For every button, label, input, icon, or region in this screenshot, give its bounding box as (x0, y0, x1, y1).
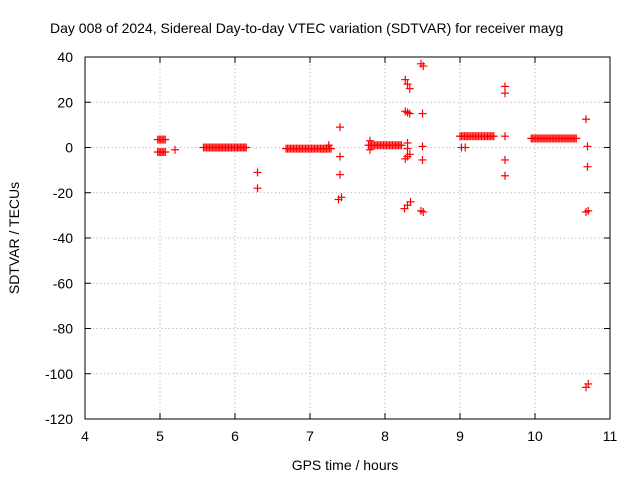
y-tick-labels: -120 -100 -80 -60 -40 -20 0 20 40 (45, 49, 73, 427)
x-tick-label: 5 (156, 428, 164, 444)
data-point (583, 142, 592, 151)
data-point (403, 144, 412, 153)
y-tick-label: 40 (57, 49, 73, 65)
x-tick-label: 11 (603, 428, 618, 444)
x-tick-label: 4 (81, 428, 89, 444)
y-tick-label: -100 (45, 366, 73, 382)
data-point (336, 152, 344, 161)
data-point (366, 136, 374, 145)
data-point (501, 89, 509, 98)
data-point (161, 135, 170, 144)
chart-title: Day 008 of 2024, Sidereal Day-to-day VTE… (50, 20, 563, 36)
data-point (324, 141, 333, 150)
y-tick-label: -40 (53, 230, 73, 246)
y-tick-label: -120 (45, 411, 73, 427)
data-point (171, 145, 179, 154)
data-point (501, 132, 509, 141)
data-point (336, 123, 344, 132)
data-point (418, 109, 427, 118)
axis-ticks (84, 56, 611, 420)
data-point (337, 193, 346, 202)
data-points (153, 59, 593, 392)
y-tick-label: 0 (65, 140, 73, 156)
data-point (161, 148, 170, 157)
y-tick-label: 20 (57, 94, 73, 110)
data-point (418, 142, 427, 151)
x-tick-label: 8 (381, 428, 389, 444)
data-point (489, 132, 498, 141)
x-tick-labels: 4 5 6 7 8 9 10 11 (81, 428, 617, 444)
data-point (501, 155, 509, 164)
data-point (583, 162, 592, 171)
data-point (418, 155, 427, 164)
data-point (584, 206, 593, 215)
data-point (242, 143, 251, 152)
y-tick-label: -80 (53, 321, 73, 337)
data-point (501, 171, 509, 180)
data-point (572, 134, 581, 143)
data-point (405, 109, 414, 118)
data-point (253, 184, 262, 193)
y-tick-label: -60 (53, 275, 73, 291)
x-axis-label: GPS time / hours (292, 457, 399, 473)
data-point (401, 75, 410, 84)
grid-lines (85, 57, 610, 419)
y-tick-label: -20 (53, 185, 73, 201)
data-point (405, 84, 414, 93)
data-point (582, 115, 590, 124)
data-point (253, 168, 262, 177)
data-point (336, 170, 344, 179)
data-point (397, 141, 406, 150)
data-point (403, 80, 412, 89)
x-tick-label: 7 (306, 428, 314, 444)
data-point (405, 150, 414, 159)
data-point (366, 145, 374, 154)
data-point (584, 379, 593, 388)
x-tick-label: 6 (231, 428, 239, 444)
x-tick-label: 9 (456, 428, 464, 444)
x-tick-label: 10 (527, 428, 543, 444)
data-point (419, 207, 428, 216)
data-point (406, 197, 415, 206)
data-point (461, 143, 470, 152)
data-point (419, 62, 428, 71)
data-point (501, 82, 509, 91)
y-axis-label: SDTVAR / TECUs (6, 182, 22, 294)
